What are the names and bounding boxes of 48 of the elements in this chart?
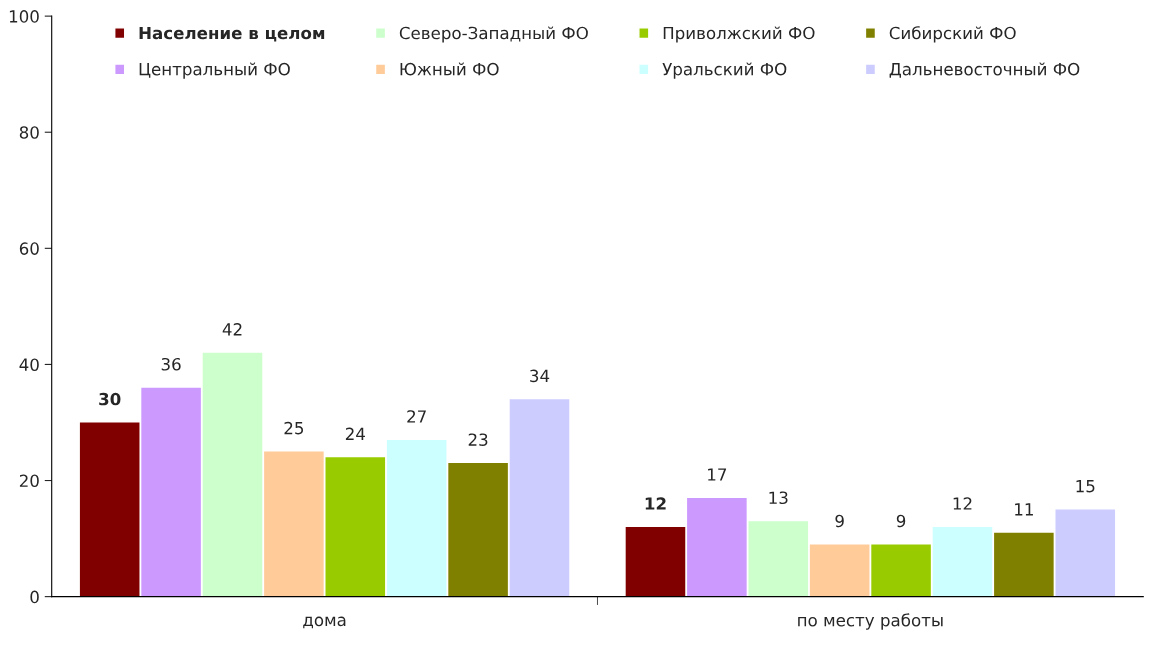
x-tick-label: по месту работы <box>798 613 943 630</box>
legend-label: Население в целом <box>139 26 325 42</box>
legend-label: Приволжский ФО <box>663 26 815 43</box>
data-label: 12 <box>953 497 972 510</box>
data-label: 12 <box>645 497 666 510</box>
bar <box>264 451 324 597</box>
bar <box>625 526 686 597</box>
bar <box>202 352 263 597</box>
data-label: 34 <box>530 369 550 383</box>
y-tick-label: 0 <box>30 590 39 604</box>
y-tick-label: 60 <box>19 242 39 255</box>
bar <box>325 457 386 597</box>
y-tick-label: 100 <box>9 10 39 23</box>
legend-label: Дальневосточный ФО <box>889 62 1080 78</box>
data-label: 27 <box>407 410 426 423</box>
bar <box>748 521 809 597</box>
bar <box>809 544 870 597</box>
bar <box>932 526 993 597</box>
y-tick-label: 40 <box>19 358 39 371</box>
data-label: 30 <box>99 392 121 406</box>
legend-label: Южный ФО <box>400 62 499 76</box>
bar <box>1055 509 1116 597</box>
y-tick-label: 20 <box>19 474 39 488</box>
data-label: 17 <box>708 468 727 481</box>
x-tick-label: дома <box>303 616 346 629</box>
bar <box>994 532 1054 597</box>
bar <box>79 422 140 597</box>
data-label: 36 <box>161 357 181 371</box>
data-label: 25 <box>284 421 304 435</box>
bar <box>509 399 570 597</box>
data-label: 24 <box>345 427 365 440</box>
legend-label: Северо-Западный ФО <box>399 26 588 43</box>
bar <box>871 544 931 597</box>
data-label: 11 <box>1015 503 1033 516</box>
bar <box>448 463 508 597</box>
data-label: 13 <box>769 491 788 505</box>
bar <box>687 497 747 597</box>
legend-label: Сибирский ФО <box>889 26 1016 43</box>
legend-label: Центральный ФО <box>139 62 290 79</box>
bar <box>386 439 447 597</box>
y-tick-label: 80 <box>19 126 39 139</box>
data-label: 9 <box>896 514 906 528</box>
data-label: 42 <box>222 323 242 336</box>
legend-label: Уральский ФО <box>662 62 787 79</box>
data-label: 15 <box>1076 480 1095 493</box>
data-label: 9 <box>835 514 844 528</box>
data-label: 23 <box>468 433 488 446</box>
bar <box>141 387 201 597</box>
